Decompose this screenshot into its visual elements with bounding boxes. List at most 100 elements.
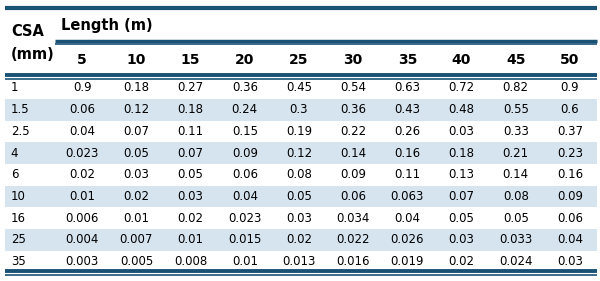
Text: 0.9: 0.9: [73, 81, 92, 94]
Text: 0.02: 0.02: [286, 234, 312, 246]
Text: 5: 5: [77, 53, 87, 67]
Text: 0.026: 0.026: [391, 234, 424, 246]
Text: 40: 40: [452, 53, 471, 67]
Text: 0.02: 0.02: [124, 190, 149, 203]
Text: 0.09: 0.09: [557, 190, 583, 203]
Text: 0.04: 0.04: [557, 234, 583, 246]
Text: 0.01: 0.01: [124, 212, 149, 225]
Text: 0.33: 0.33: [503, 125, 529, 138]
Text: CSA: CSA: [11, 24, 44, 39]
Text: 0.06: 0.06: [557, 212, 583, 225]
Text: 0.07: 0.07: [178, 147, 203, 160]
Text: 0.023: 0.023: [228, 212, 262, 225]
Text: 25: 25: [289, 53, 309, 67]
Text: 0.034: 0.034: [337, 212, 370, 225]
Text: 0.01: 0.01: [232, 255, 258, 268]
Text: 35: 35: [398, 53, 417, 67]
Text: 0.02: 0.02: [178, 212, 203, 225]
Text: 0.54: 0.54: [340, 81, 366, 94]
Bar: [5, 99, 597, 121]
Text: 0.72: 0.72: [448, 81, 475, 94]
Text: 45: 45: [506, 53, 526, 67]
Text: 0.03: 0.03: [178, 190, 203, 203]
Bar: [5, 207, 597, 229]
Text: 0.06: 0.06: [232, 168, 258, 181]
Text: 0.12: 0.12: [124, 103, 149, 116]
Text: 0.08: 0.08: [503, 190, 529, 203]
Text: 0.18: 0.18: [449, 147, 475, 160]
Text: 0.008: 0.008: [174, 255, 207, 268]
Text: 0.08: 0.08: [286, 168, 312, 181]
Text: 0.18: 0.18: [124, 81, 149, 94]
Text: 0.003: 0.003: [65, 255, 99, 268]
Text: 0.03: 0.03: [449, 234, 475, 246]
Text: 0.05: 0.05: [503, 212, 529, 225]
Text: 1: 1: [11, 81, 19, 94]
Bar: [5, 121, 597, 142]
Text: 0.007: 0.007: [120, 234, 153, 246]
Text: 0.05: 0.05: [178, 168, 203, 181]
Text: 0.27: 0.27: [178, 81, 203, 94]
Text: 0.43: 0.43: [394, 103, 421, 116]
Text: 0.05: 0.05: [124, 147, 149, 160]
Text: 0.14: 0.14: [503, 168, 529, 181]
Text: 0.09: 0.09: [232, 147, 258, 160]
Text: 0.03: 0.03: [124, 168, 149, 181]
Text: 0.13: 0.13: [449, 168, 475, 181]
Text: 0.004: 0.004: [65, 234, 99, 246]
Text: 0.01: 0.01: [69, 190, 95, 203]
Text: 1.5: 1.5: [11, 103, 29, 116]
Text: 0.82: 0.82: [503, 81, 529, 94]
Text: 0.006: 0.006: [65, 212, 99, 225]
Text: 0.19: 0.19: [286, 125, 312, 138]
Text: 0.05: 0.05: [449, 212, 475, 225]
Text: 10: 10: [127, 53, 146, 67]
Text: 0.02: 0.02: [449, 255, 475, 268]
Bar: [5, 251, 597, 273]
Text: 2.5: 2.5: [11, 125, 29, 138]
Text: 30: 30: [344, 53, 363, 67]
Text: 0.11: 0.11: [178, 125, 203, 138]
Text: 0.06: 0.06: [340, 190, 366, 203]
Text: 0.24: 0.24: [232, 103, 258, 116]
Text: 0.04: 0.04: [394, 212, 421, 225]
Text: 0.04: 0.04: [232, 190, 258, 203]
Text: (mm): (mm): [11, 47, 55, 62]
Text: 0.36: 0.36: [232, 81, 258, 94]
Text: 15: 15: [181, 53, 200, 67]
Text: 0.03: 0.03: [557, 255, 583, 268]
Bar: [5, 186, 597, 207]
Text: 0.024: 0.024: [499, 255, 532, 268]
Text: 0.022: 0.022: [337, 234, 370, 246]
Text: 0.019: 0.019: [391, 255, 424, 268]
Text: 4: 4: [11, 147, 19, 160]
Bar: [5, 142, 597, 164]
Text: 16: 16: [11, 212, 26, 225]
Text: 0.01: 0.01: [178, 234, 203, 246]
Text: 0.63: 0.63: [394, 81, 421, 94]
Text: 25: 25: [11, 234, 26, 246]
Text: 0.07: 0.07: [124, 125, 149, 138]
Text: 0.16: 0.16: [557, 168, 583, 181]
Text: 0.9: 0.9: [560, 81, 579, 94]
Text: 0.26: 0.26: [394, 125, 421, 138]
Text: 0.03: 0.03: [286, 212, 312, 225]
Text: 0.48: 0.48: [449, 103, 475, 116]
Text: 0.45: 0.45: [286, 81, 312, 94]
Text: 6: 6: [11, 168, 19, 181]
Bar: [5, 229, 597, 251]
Text: 35: 35: [11, 255, 26, 268]
Text: 0.015: 0.015: [228, 234, 262, 246]
Text: 20: 20: [235, 53, 254, 67]
Text: 0.07: 0.07: [449, 190, 475, 203]
Text: 0.6: 0.6: [560, 103, 579, 116]
Text: 0.18: 0.18: [178, 103, 203, 116]
Bar: [5, 77, 597, 99]
Text: Length (m): Length (m): [61, 18, 153, 33]
Text: 0.22: 0.22: [340, 125, 366, 138]
Text: 0.11: 0.11: [394, 168, 421, 181]
Text: 0.16: 0.16: [394, 147, 421, 160]
Text: 0.36: 0.36: [340, 103, 366, 116]
Text: 0.05: 0.05: [286, 190, 312, 203]
Text: 50: 50: [560, 53, 580, 67]
